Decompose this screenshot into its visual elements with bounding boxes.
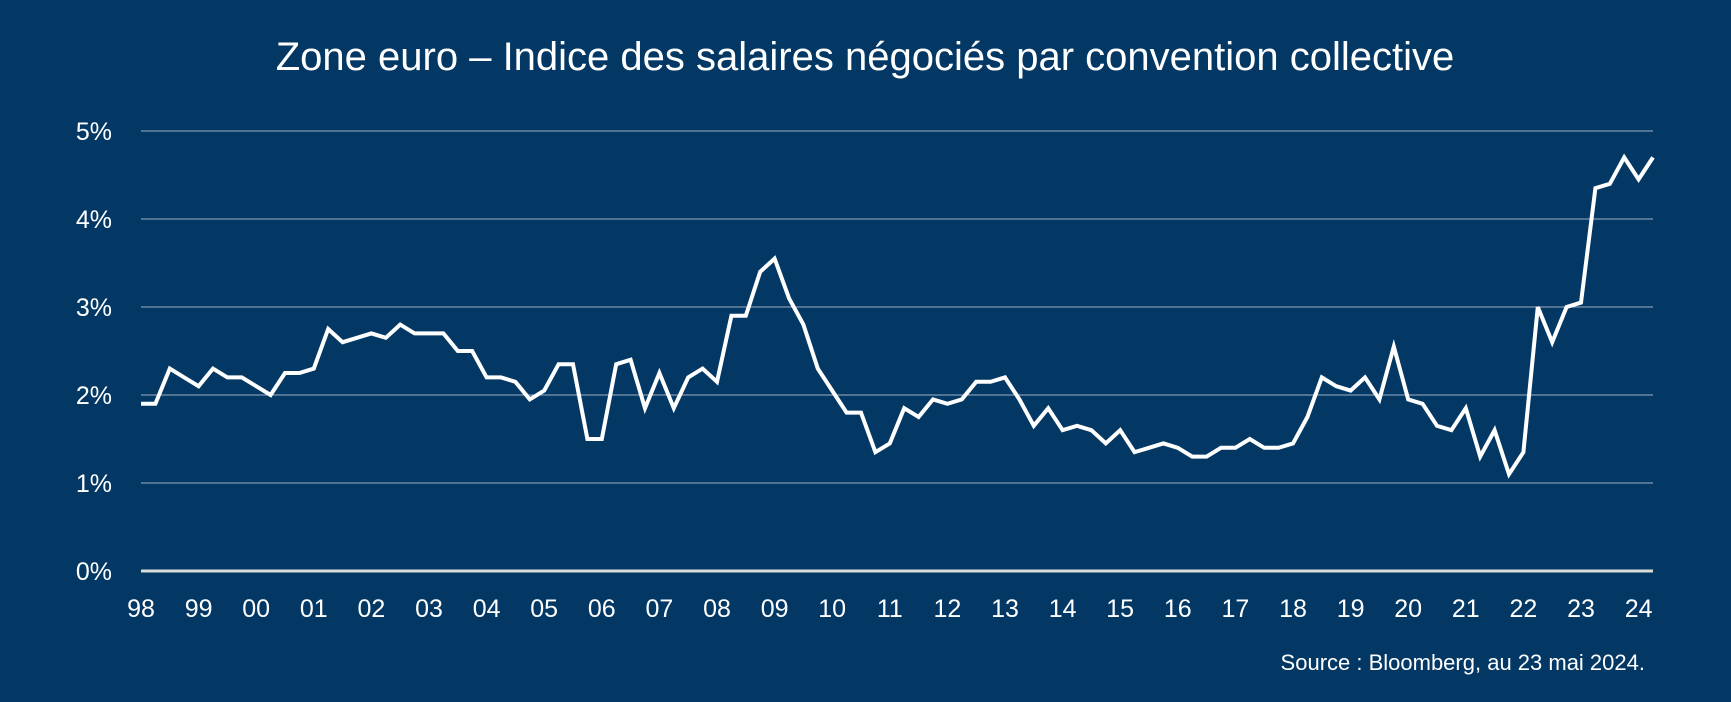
x-tick-label: 06 xyxy=(588,595,616,623)
x-tick-label: 19 xyxy=(1337,595,1365,623)
x-tick-label: 98 xyxy=(127,595,155,623)
x-tick-label: 22 xyxy=(1509,595,1537,623)
x-tick-label: 07 xyxy=(645,595,673,623)
x-tick-label: 01 xyxy=(300,595,328,623)
x-tick-label: 24 xyxy=(1625,595,1653,623)
y-tick-label: 2% xyxy=(76,382,112,410)
x-tick-label: 20 xyxy=(1394,595,1422,623)
x-tick-label: 14 xyxy=(1049,595,1077,623)
x-tick-label: 21 xyxy=(1452,595,1480,623)
y-axis: 0% 1% 2% 3% 4% 5% xyxy=(76,118,112,586)
gridlines xyxy=(141,130,1653,573)
x-tick-label: 11 xyxy=(877,595,903,623)
y-tick-label: 3% xyxy=(76,294,112,322)
x-tick-label: 09 xyxy=(761,595,789,623)
chart-title: Zone euro – Indice des salaires négociés… xyxy=(276,35,1454,79)
series xyxy=(141,153,1655,479)
x-tick-label: 03 xyxy=(415,595,443,623)
y-tick-label: 1% xyxy=(76,470,112,498)
series-line xyxy=(141,153,1655,479)
x-tick-label: 04 xyxy=(473,595,501,623)
y-tick-label: 5% xyxy=(76,118,112,146)
y-tick-label: 0% xyxy=(76,558,112,586)
x-tick-label: 13 xyxy=(991,595,1019,623)
x-tick-label: 10 xyxy=(818,595,846,623)
source-note: Source : Bloomberg, au 23 mai 2024. xyxy=(1281,650,1645,675)
x-tick-label: 17 xyxy=(1221,595,1249,623)
x-axis: 98 99 00 01 02 03 04 05 06 07 08 09 10 11 12 13 14 15 16 17… xyxy=(127,595,1653,623)
x-tick-label: 00 xyxy=(242,595,270,623)
y-tick-label: 4% xyxy=(76,206,112,234)
x-tick-label: 23 xyxy=(1567,595,1595,623)
x-tick-label: 16 xyxy=(1164,595,1192,623)
x-tick-label: 15 xyxy=(1106,595,1134,623)
x-tick-label: 08 xyxy=(703,595,731,623)
x-tick-label: 02 xyxy=(357,595,385,623)
x-tick-label: 12 xyxy=(933,595,961,623)
x-tick-label: 99 xyxy=(185,595,213,623)
x-tick-label: 18 xyxy=(1279,595,1307,623)
x-tick-label: 05 xyxy=(530,595,558,623)
